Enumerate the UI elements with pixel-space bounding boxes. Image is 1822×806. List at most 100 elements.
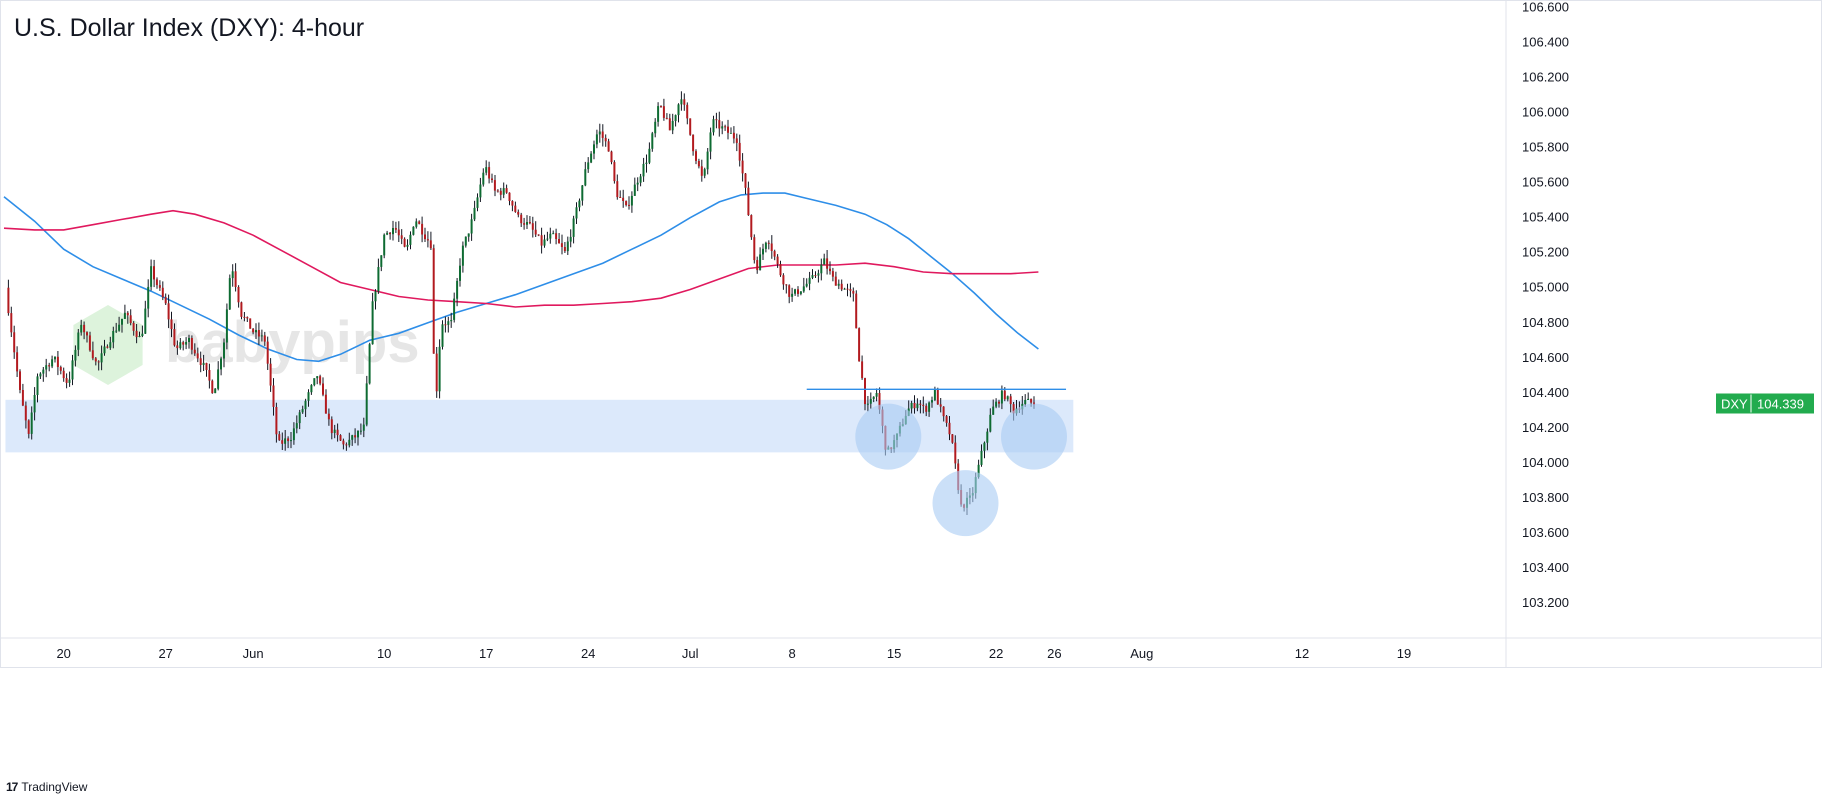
y-tick-label: 103.200 <box>1522 595 1569 610</box>
candle-body <box>630 195 633 206</box>
candle-body <box>27 420 30 434</box>
candle-body <box>715 119 718 121</box>
candle-body <box>193 349 196 354</box>
candle-body <box>505 188 508 193</box>
candle-body <box>36 376 39 395</box>
x-tick-label: 19 <box>1397 646 1411 661</box>
candle-body <box>68 379 71 383</box>
candle-body <box>558 239 560 244</box>
candle-body <box>939 404 942 407</box>
candle-body <box>269 363 272 386</box>
candle-body <box>770 243 773 251</box>
candle-body <box>415 221 418 227</box>
candle-body <box>759 254 762 271</box>
candle-body <box>942 406 945 417</box>
x-tick-label: 12 <box>1295 646 1309 661</box>
candle-body <box>916 403 919 409</box>
tradingview-logo-icon: 17 <box>6 780 18 794</box>
candle-body <box>762 248 764 255</box>
price-badge: DXY 104.339 <box>1716 393 1814 414</box>
candle-body <box>928 402 931 412</box>
candle-body <box>220 358 222 370</box>
candle-body <box>534 229 537 235</box>
candle-body <box>528 222 531 224</box>
candle-body <box>773 251 776 257</box>
candle-body <box>406 244 409 247</box>
candle-body <box>88 335 91 351</box>
candle-body <box>249 318 252 329</box>
candle-body <box>578 200 581 208</box>
candle-body <box>389 232 391 235</box>
candle-body <box>983 442 986 451</box>
candle-body <box>686 104 689 119</box>
candle-body <box>864 378 866 405</box>
candle-body <box>671 121 674 131</box>
candle-body <box>429 240 432 249</box>
candle-body <box>802 286 805 292</box>
candle-body <box>575 207 578 219</box>
candle-body <box>616 181 619 198</box>
candle-body <box>683 99 686 105</box>
candle-body <box>121 318 123 325</box>
candle-body <box>13 332 16 353</box>
candle-body <box>284 438 287 444</box>
candle-body <box>674 115 677 121</box>
candle-body <box>622 197 625 201</box>
candle-body <box>595 134 598 145</box>
candle-body <box>118 324 121 331</box>
candle-body <box>526 222 528 225</box>
candle-body <box>677 104 680 116</box>
candle-body <box>744 173 747 188</box>
candle-body <box>126 312 129 316</box>
candle-body <box>633 184 636 196</box>
candle-body <box>566 241 569 252</box>
candle-body <box>386 232 389 235</box>
y-tick-label: 104.400 <box>1522 385 1569 400</box>
candle-body <box>237 287 240 303</box>
candle-body <box>476 197 479 208</box>
candle-body <box>380 255 383 267</box>
candle-body <box>741 160 744 174</box>
candle-body <box>499 190 502 195</box>
candle-body <box>788 285 791 297</box>
candle-body <box>135 330 138 338</box>
x-tick-label: 15 <box>887 646 901 661</box>
candle-body <box>709 132 712 152</box>
candle-body <box>986 431 989 443</box>
y-tick-label: 106.600 <box>1522 0 1569 15</box>
candle-body <box>817 273 820 276</box>
candle-body <box>756 260 759 271</box>
candle-body <box>936 389 939 405</box>
candle-body <box>138 336 141 337</box>
candle-body <box>444 324 447 326</box>
candle-body <box>703 169 706 176</box>
y-tick-label: 104.200 <box>1522 420 1569 435</box>
candle-body <box>263 335 266 342</box>
candle-body <box>336 429 339 436</box>
candle-body <box>695 151 697 161</box>
y-tick-label: 105.800 <box>1522 140 1569 155</box>
candle-body <box>1027 398 1030 400</box>
candle-body <box>948 422 951 435</box>
candle-body <box>470 219 473 234</box>
candle-body <box>520 214 523 224</box>
candle-body <box>933 389 936 401</box>
candle-body <box>826 258 829 269</box>
candle-body <box>852 290 855 294</box>
candle-body <box>56 356 59 367</box>
candle-body <box>170 319 173 330</box>
candle-body <box>307 392 310 401</box>
candle-body <box>435 353 438 392</box>
candle-body <box>374 291 377 302</box>
candle-body <box>1024 400 1027 404</box>
candle-body <box>441 324 444 347</box>
candle-body <box>785 284 788 286</box>
y-tick-label: 103.600 <box>1522 525 1569 540</box>
candle-body <box>648 148 651 163</box>
y-tick-label: 106.400 <box>1522 35 1569 50</box>
candle-body <box>546 238 549 240</box>
candle-body <box>397 229 400 236</box>
candle-body <box>552 233 555 235</box>
candle-body <box>298 412 301 424</box>
